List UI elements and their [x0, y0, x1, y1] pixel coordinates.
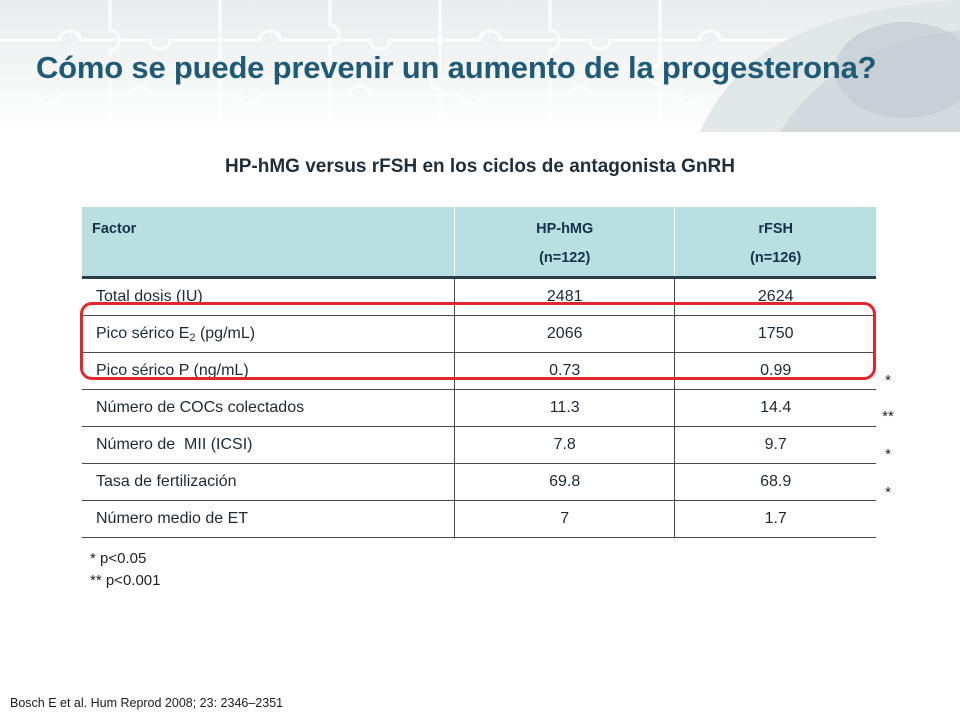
rfsh-value: 14.4 [674, 389, 876, 427]
comparison-table: Factor HP-hMG (n=122) rFSH (n=126) Total… [82, 207, 876, 538]
row-label: Tasa de fertilización [82, 463, 455, 501]
hp-hmg-value: 7.8 [454, 426, 676, 464]
row-label-subscript: 2 [189, 331, 196, 344]
hp-hmg-value: 11.3 [454, 389, 676, 427]
rfsh-value: 1.7 [674, 500, 876, 538]
table-row: Total dosis (IU) 2481 2624 [82, 277, 876, 316]
hp-hmg-value: 69.8 [454, 463, 676, 501]
table-subtitle: HP-hMG versus rFSH en los ciclos de anta… [225, 156, 735, 177]
header-rfsh-n: (n=126) [750, 250, 802, 266]
table-row: Número de MII (ICSI) 7.8 9.7 [82, 426, 876, 464]
header-hp-hmg-name: HP-hMG [536, 221, 594, 237]
header-rfsh-name: rFSH [758, 221, 794, 237]
rfsh-value: 0.99 [674, 352, 876, 390]
row-label: Pico sérico E2 (pg/mL) [82, 315, 455, 353]
table-row: Número medio de ET 7 1.7 [82, 500, 876, 538]
table-row: Número de COCs colectados 11.3 14.4 [82, 389, 876, 427]
hp-hmg-value: 2066 [454, 315, 676, 353]
row-label-text: Pico sérico E [96, 324, 190, 342]
rfsh-value: 9.7 [674, 426, 876, 464]
footnote-significance-1: * p<0.05 [90, 550, 147, 567]
significance-mark: ** [882, 408, 894, 425]
table-row: Pico sérico E2 (pg/mL) 2066 1750 [82, 315, 876, 353]
table-row: Pico sérico P (ng/mL) 0.73 0.99 [82, 352, 876, 390]
table-header-row: Factor HP-hMG (n=122) rFSH (n=126) [82, 207, 876, 278]
row-label: Pico sérico P (ng/mL) [82, 352, 455, 390]
significance-mark: * [885, 372, 891, 389]
hp-hmg-value: 7 [454, 500, 676, 538]
row-label: Total dosis (IU) [82, 277, 455, 316]
slide-title: Cómo se puede prevenir un aumento de la … [36, 50, 877, 85]
row-label: Número medio de ET [82, 500, 455, 538]
row-label-unit: (pg/mL) [195, 324, 256, 342]
footnotes: * p<0.05 ** p<0.001 [90, 548, 160, 592]
row-label: Número de COCs colectados [82, 389, 455, 427]
hp-hmg-value: 0.73 [454, 352, 676, 390]
header-rfsh: rFSH (n=126) [674, 207, 876, 278]
citation: Bosch E et al. Hum Reprod 2008; 23: 2346… [10, 696, 284, 710]
significance-mark: * [885, 484, 891, 501]
header-banner [0, 0, 960, 132]
table-row: Tasa de fertilización 69.8 68.9 [82, 463, 876, 501]
footnote-significance-2: ** p<0.001 [90, 572, 161, 589]
rfsh-value: 2624 [674, 277, 876, 316]
significance-mark: * [885, 446, 891, 463]
rfsh-value: 1750 [674, 315, 876, 353]
puzzle-pattern-graphic [0, 0, 960, 132]
header-hp-hmg: HP-hMG (n=122) [454, 207, 676, 278]
rfsh-value: 68.9 [674, 463, 876, 501]
row-label: Número de MII (ICSI) [82, 426, 455, 464]
hp-hmg-value: 2481 [454, 277, 676, 316]
header-hp-hmg-n: (n=122) [539, 250, 591, 266]
header-factor: Factor [82, 207, 455, 278]
